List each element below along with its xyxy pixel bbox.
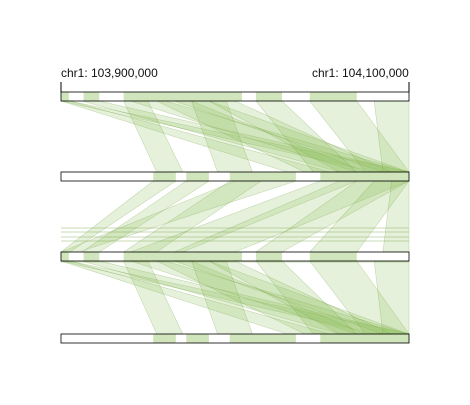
aligned-block bbox=[124, 92, 242, 101]
aligned-block bbox=[320, 334, 409, 343]
aligned-block bbox=[256, 252, 282, 261]
aligned-block bbox=[84, 252, 100, 261]
aligned-block bbox=[153, 172, 176, 181]
aligned-block bbox=[153, 334, 176, 343]
aligned-block bbox=[186, 172, 209, 181]
aligned-block bbox=[84, 92, 100, 101]
genome-track bbox=[61, 172, 409, 181]
aligned-block bbox=[124, 252, 242, 261]
genome-track bbox=[61, 92, 409, 101]
alignment-ribbons bbox=[61, 101, 409, 334]
aligned-block bbox=[230, 334, 296, 343]
aligned-block bbox=[310, 252, 357, 261]
aligned-block bbox=[256, 92, 282, 101]
aligned-block bbox=[61, 252, 69, 261]
aligned-block bbox=[320, 172, 409, 181]
genome-track bbox=[61, 334, 409, 343]
aligned-block bbox=[310, 92, 357, 101]
aligned-block bbox=[61, 92, 69, 101]
aligned-block bbox=[230, 172, 296, 181]
genome-track bbox=[61, 252, 409, 261]
aligned-block bbox=[186, 334, 209, 343]
